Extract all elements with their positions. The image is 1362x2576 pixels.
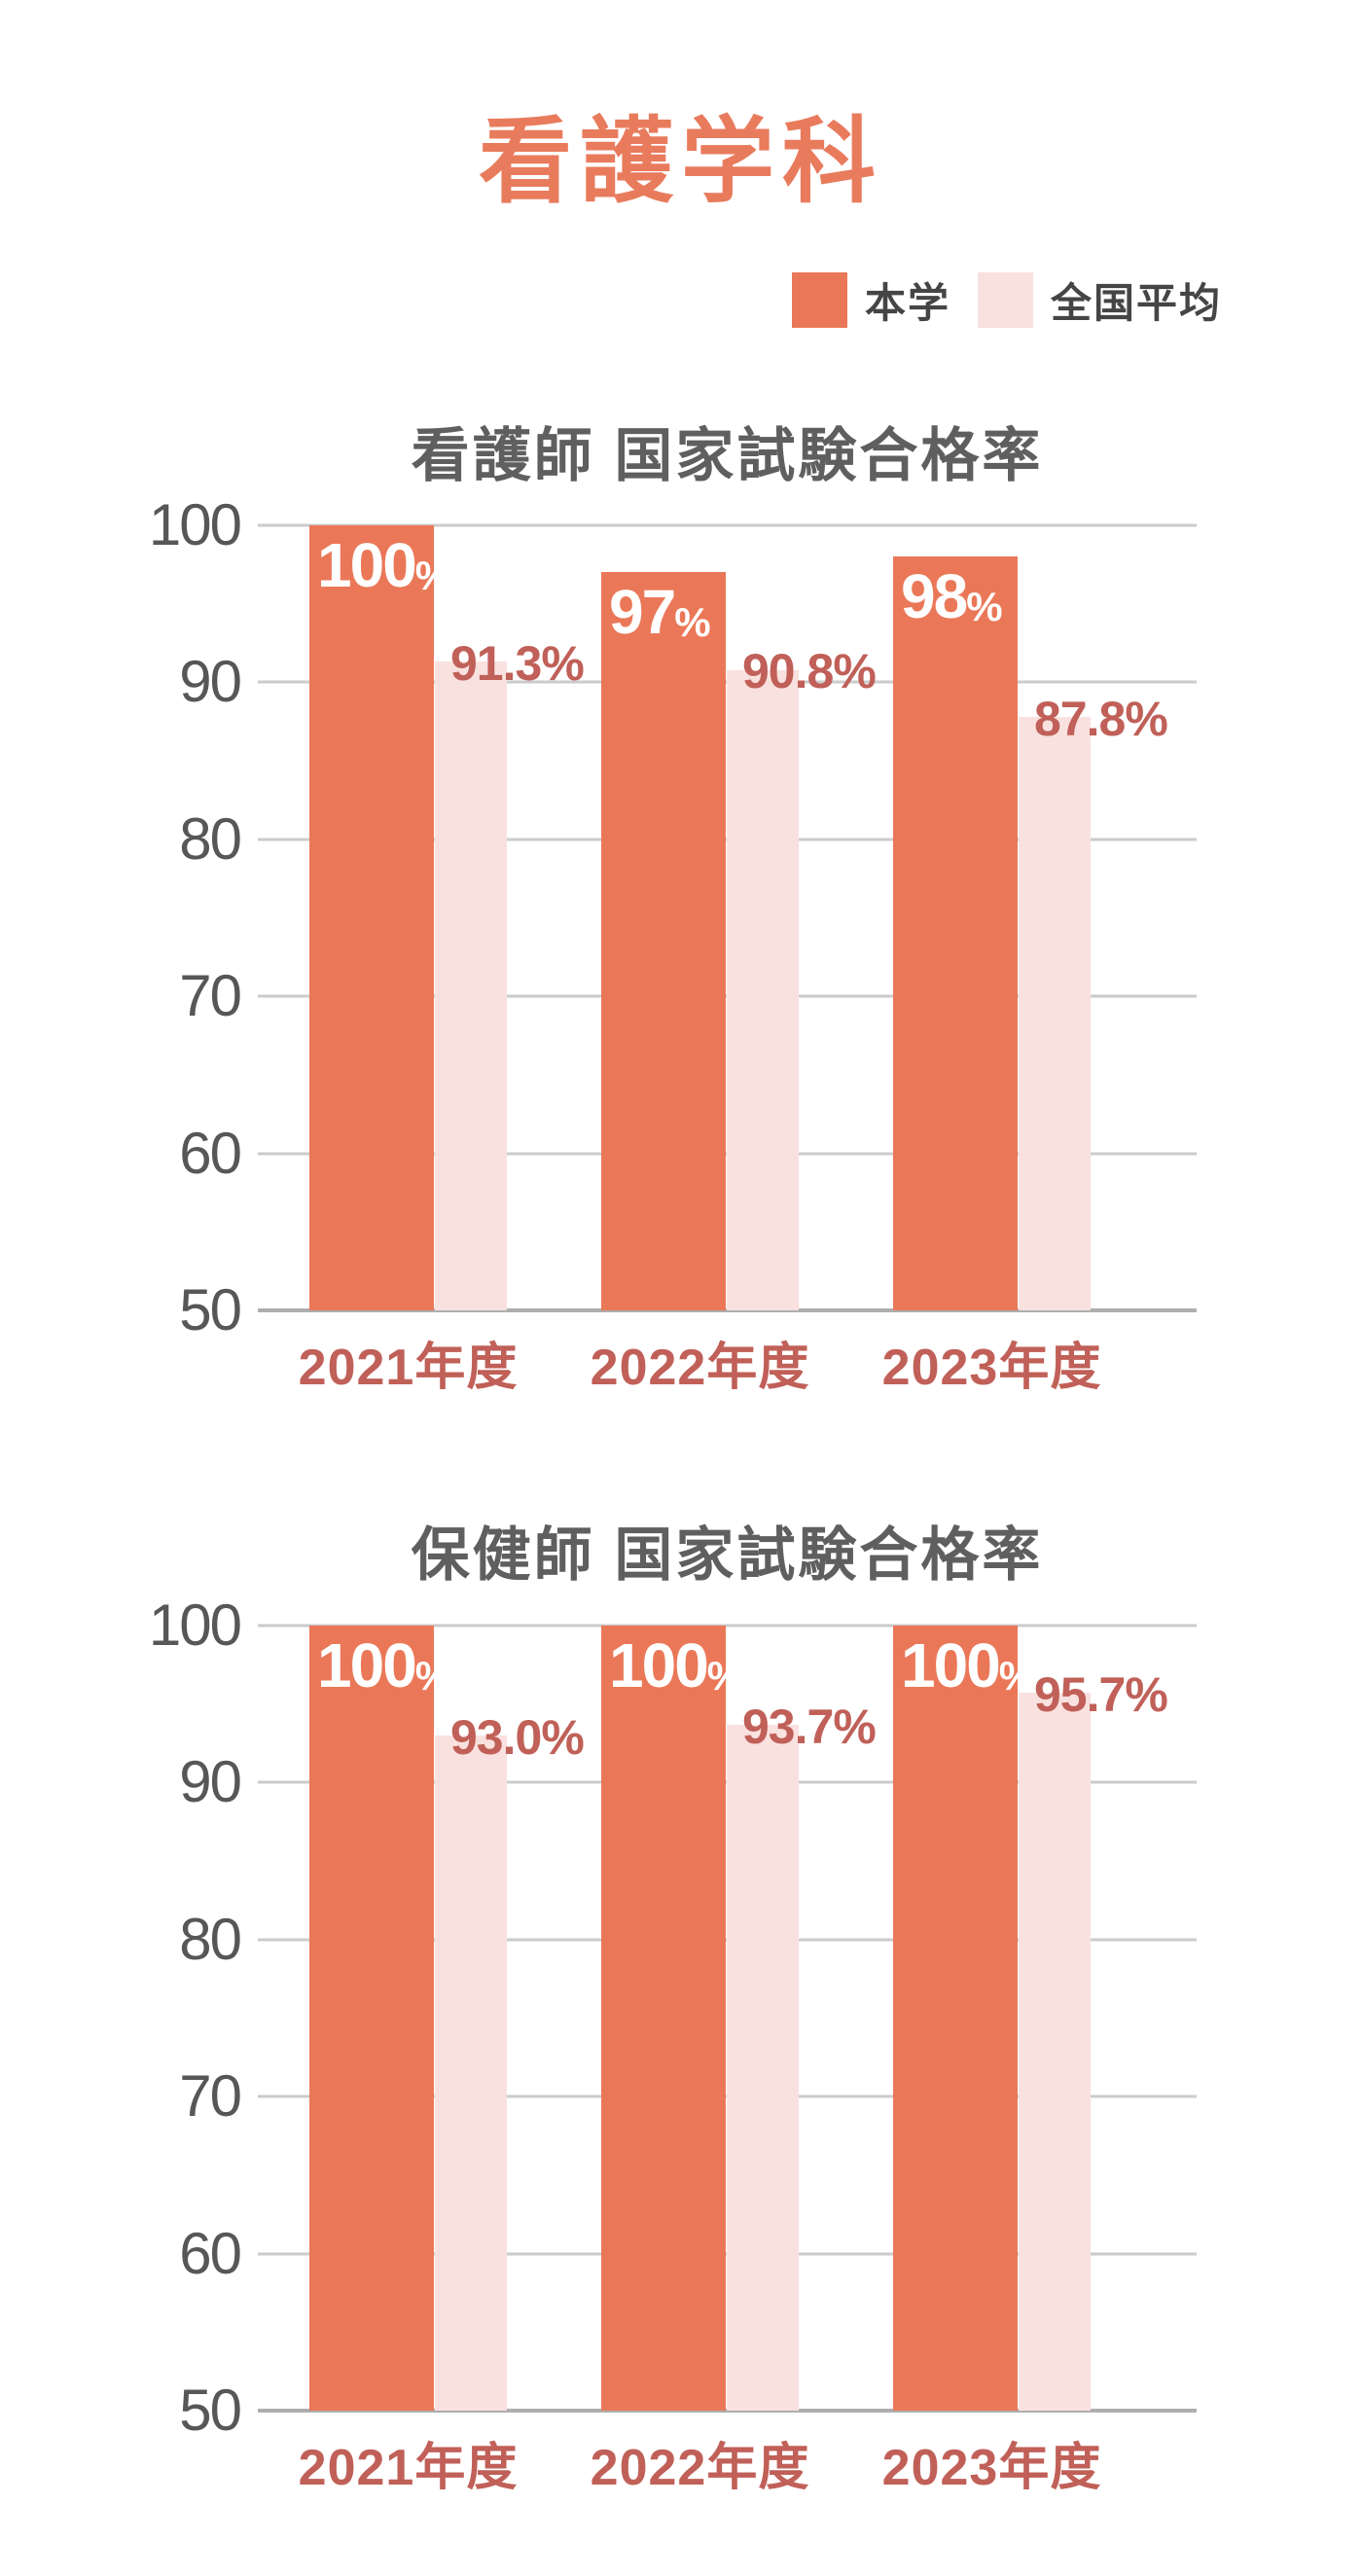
y-tick-label: 60: [179, 2220, 242, 2286]
bar-school: 100%: [601, 1626, 743, 2411]
y-tick-label: 100: [148, 1592, 242, 1658]
bar-national-value-label: 87.8%: [1034, 691, 1168, 746]
bar-school-value-label: 100%: [901, 1630, 1035, 1700]
bar-national: [1019, 1693, 1091, 2411]
bar-national: [435, 1735, 507, 2411]
bar-school-value-label: 100%: [317, 1630, 451, 1700]
y-tick-label: 90: [179, 649, 242, 715]
x-category-label: 2022年度: [590, 2440, 810, 2496]
chart-plot-nurse: 100 90 80 70 60 50 100% 91.3% 2021年度 97% 90.8% 2022…: [149, 496, 1197, 1396]
bar-school: 100%: [893, 1626, 1035, 2411]
legend-label-national: 全国平均: [1051, 280, 1223, 326]
bar-national-value-label: 93.0%: [450, 1709, 585, 1765]
y-tick-label: 70: [179, 963, 242, 1029]
y-tick-label: 50: [179, 2378, 242, 2443]
legend-label-school: 本学: [865, 280, 951, 326]
bar-national-value-label: 95.7%: [1034, 1667, 1168, 1723]
y-tick-label: 70: [179, 2063, 242, 2129]
bar-national-value-label: 93.7%: [742, 1699, 877, 1754]
bar-school: 100%: [309, 1626, 451, 2411]
y-tick-label: 80: [179, 805, 242, 872]
x-category-label: 2023年度: [881, 2440, 1102, 2496]
bar-school-value-label: 98%: [901, 561, 1003, 632]
x-category-label: 2023年度: [881, 1340, 1102, 1396]
bar-school-value-label: 100%: [609, 1630, 743, 1700]
x-category-label: 2021年度: [298, 2440, 519, 2496]
page-title: 看護学科: [479, 110, 883, 214]
y-tick-label: 60: [179, 1120, 242, 1186]
chart-title-nurse: 看護師 国家試験合格率: [411, 423, 1044, 488]
bar-school: 100%: [309, 525, 451, 1310]
x-category-label: 2022年度: [590, 1340, 810, 1396]
legend-swatch-national-icon: [978, 272, 1034, 328]
bar-school-value-label: 97%: [609, 577, 711, 648]
gridline: [258, 1624, 1197, 1628]
bar-school-value-label: 100%: [317, 530, 451, 600]
legend-item-national: 全国平均: [978, 270, 1222, 330]
chart-plot-health: 100 90 80 70 60 50 100% 93.0% 2021年度 100% 93.7% 202…: [149, 1596, 1197, 2496]
y-tick-label: 50: [179, 1277, 242, 1342]
bar-national-value-label: 90.8%: [742, 644, 877, 699]
y-tick-label: 80: [179, 1906, 242, 1972]
x-category-label: 2021年度: [298, 1340, 519, 1396]
bar-national: [727, 669, 799, 1310]
bar-school: 98%: [893, 556, 1018, 1310]
bar-national: [727, 1724, 799, 2411]
y-tick-label: 100: [148, 492, 242, 557]
gridline: [258, 523, 1197, 527]
y-tick-label: 90: [179, 1749, 242, 1815]
axis-baseline: [258, 2409, 1197, 2413]
bar-national-value-label: 91.3%: [450, 636, 585, 692]
legend-item-school: 本学: [792, 270, 950, 330]
bar-national: [1019, 716, 1091, 1310]
bar-national: [435, 662, 507, 1310]
axis-baseline: [258, 1308, 1197, 1312]
bar-school: 97%: [601, 572, 726, 1310]
legend-swatch-school-icon: [792, 272, 847, 328]
legend: 本学 全国平均: [792, 270, 1222, 330]
chart-title-health: 保健師 国家試験合格率: [411, 1522, 1044, 1588]
